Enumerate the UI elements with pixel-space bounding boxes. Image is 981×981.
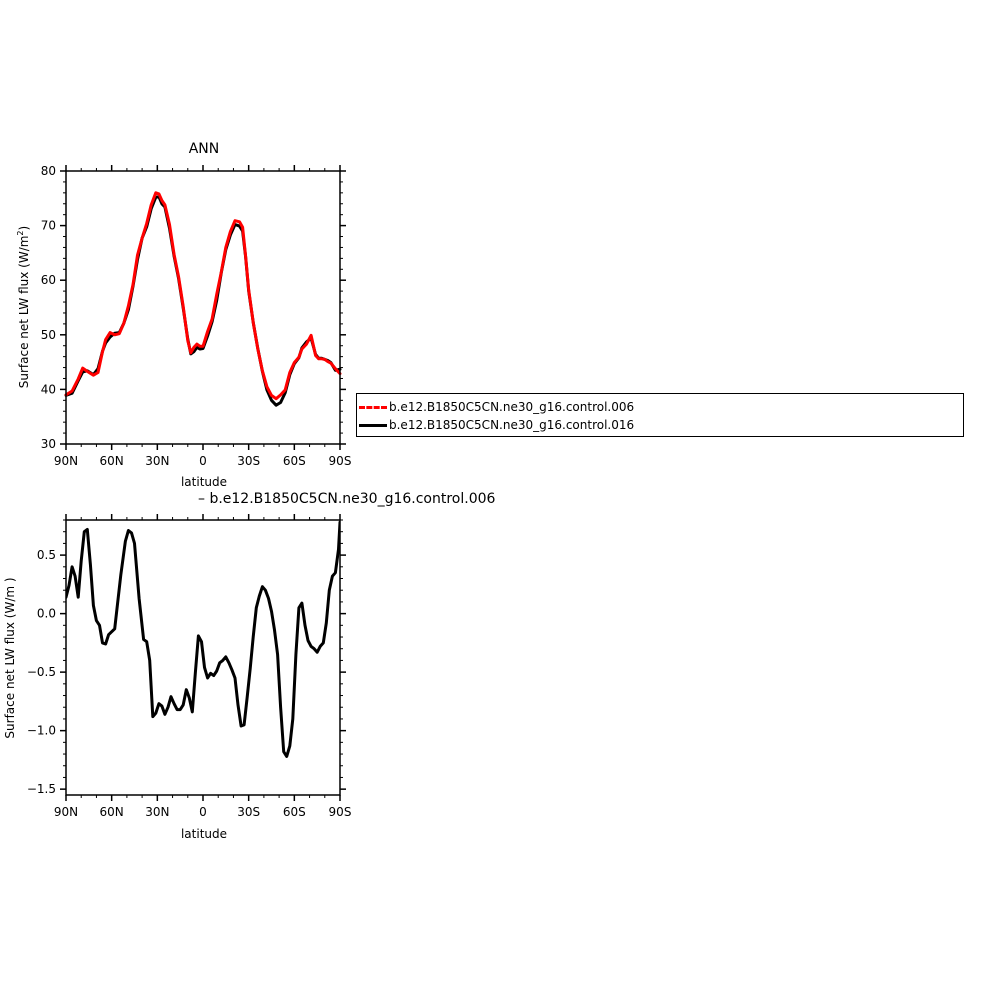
y-tick-label: −0.5	[27, 665, 56, 679]
top-y-axis-label: Surface net LW flux (W/m2)	[16, 226, 31, 388]
legend: b.e12.B1850C5CN.ne30_g16.control.006 b.e…	[356, 393, 964, 437]
x-tick-label: 30N	[145, 805, 169, 819]
y-tick-label: −1.0	[27, 724, 56, 738]
bottom-y-axis-label: Surface net LW flux (W/m )	[3, 577, 17, 738]
x-tick-label: 0	[199, 454, 207, 468]
y-tick-label: 30	[41, 437, 56, 451]
legend-entry: b.e12.B1850C5CN.ne30_g16.control.016	[359, 416, 634, 434]
legend-swatch-red	[359, 405, 387, 409]
legend-entry: b.e12.B1850C5CN.ne30_g16.control.006	[359, 398, 634, 416]
x-tick-label: 90S	[329, 454, 352, 468]
x-tick-label: 30S	[237, 454, 260, 468]
x-tick-label: 60S	[283, 805, 306, 819]
legend-label: b.e12.B1850C5CN.ne30_g16.control.016	[389, 418, 635, 432]
x-tick-label: 90S	[329, 805, 352, 819]
legend-label: b.e12.B1850C5CN.ne30_g16.control.006	[389, 400, 635, 414]
top-x-axis-label: latitude	[181, 475, 227, 489]
legend-swatch-black	[359, 423, 387, 427]
bottom-chart-title: – b.e12.B1850C5CN.ne30_g16.control.006	[198, 491, 496, 507]
top-plot-frame	[65, 170, 341, 445]
x-tick-label: 30N	[145, 454, 169, 468]
y-tick-label: −1.5	[27, 782, 56, 796]
y-tick-label: 0.0	[37, 607, 56, 621]
bottom-panel: – b.e12.B1850C5CN.ne30_g16.control.006 9…	[3, 491, 496, 841]
y-tick-label: 0.5	[37, 548, 56, 562]
y-tick-label: 50	[41, 328, 56, 342]
x-tick-label: 60S	[283, 454, 306, 468]
top-panel: ANN 90N 60N 30N 0 30S 60S 90S 30 40 50 60 70 80 lati…	[16, 141, 351, 489]
top-chart-title: ANN	[189, 141, 220, 157]
series-line-black-0	[66, 520, 340, 758]
x-tick-label: 60N	[100, 805, 124, 819]
series-line-black-0	[64, 195, 342, 407]
y-tick-label: 70	[41, 219, 56, 233]
x-tick-label: 90N	[54, 805, 78, 819]
y-tick-label: 40	[41, 382, 56, 396]
y-tick-label: 60	[41, 273, 56, 287]
y-tick-label: 80	[41, 164, 56, 178]
x-tick-label: 90N	[54, 454, 78, 468]
x-tick-label: 60N	[100, 454, 124, 468]
series-line-red-1	[64, 191, 342, 401]
bottom-x-axis-label: latitude	[181, 827, 227, 841]
x-tick-label: 30S	[237, 805, 260, 819]
x-tick-label: 0	[199, 805, 207, 819]
